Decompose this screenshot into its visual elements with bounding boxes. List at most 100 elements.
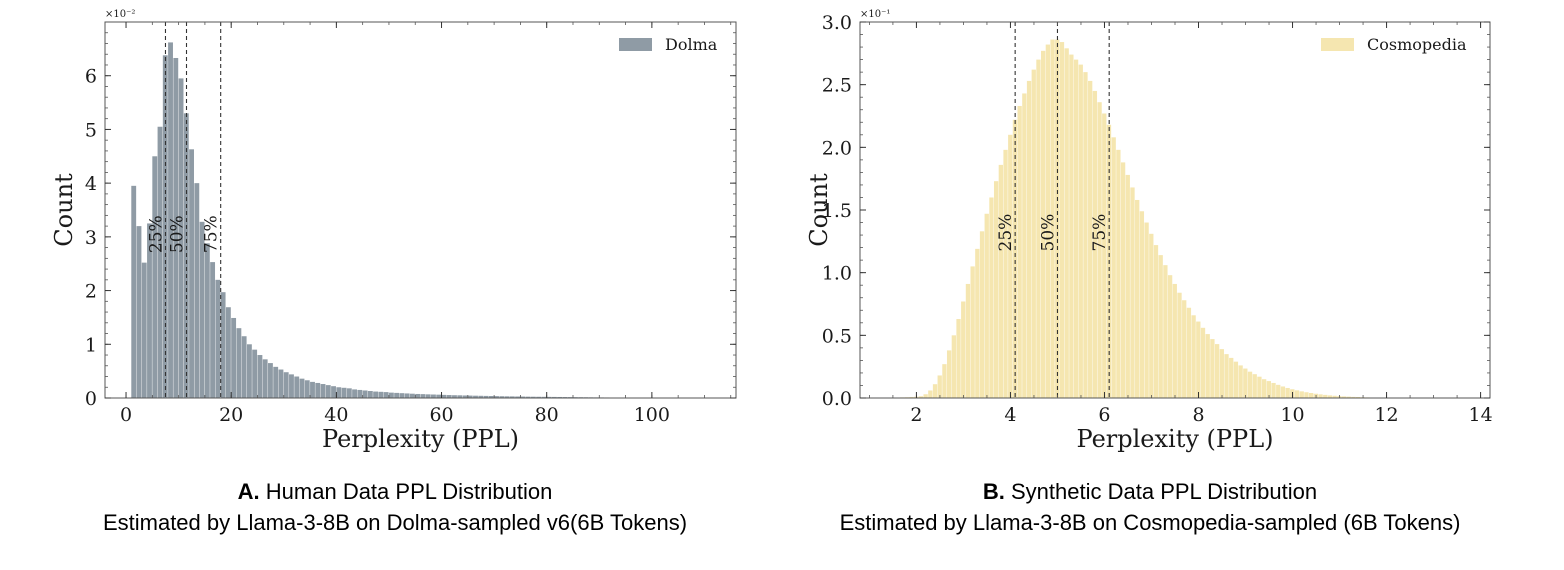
histogram-bar — [483, 395, 489, 398]
histogram-bar — [220, 292, 226, 398]
histogram-bar — [1083, 72, 1088, 398]
histogram-bar — [1332, 395, 1337, 398]
histogram-bar — [357, 389, 363, 398]
histogram-bar — [1167, 275, 1173, 398]
histogram-bar — [1271, 382, 1276, 398]
histogram-bar — [998, 164, 1003, 398]
histogram-bar — [1327, 395, 1333, 398]
histogram-bar — [923, 394, 928, 398]
histogram-bar — [1116, 149, 1121, 398]
histogram-bar — [315, 382, 321, 398]
histogram-bar — [325, 385, 331, 398]
histogram-bar — [404, 393, 410, 398]
histogram-bar — [331, 386, 336, 398]
histogram-bar — [970, 266, 975, 398]
histogram-bar — [178, 78, 184, 399]
caption-a-letter: A. — [237, 479, 260, 504]
histogram-bar — [1196, 321, 1201, 398]
caption-b-title-text: Synthetic Data PPL Distribution — [1011, 479, 1318, 504]
x-tick-label: 14 — [1469, 404, 1493, 426]
legend-swatch — [1321, 38, 1354, 51]
histogram-bar — [457, 395, 463, 398]
histogram-bar — [546, 396, 552, 398]
histogram-bar — [956, 319, 961, 398]
y-tick-label: 4 — [85, 173, 97, 195]
histogram-bar — [268, 363, 273, 398]
histogram-bar — [136, 226, 142, 398]
histogram-bar — [1214, 344, 1220, 398]
histogram-bar — [210, 262, 216, 398]
histogram-bar — [499, 396, 505, 398]
chart-b: 25% 50% 75% 2 4 6 8 10 12 14 0.0 0.5 1.0 1.5 2.0 2.5 3… — [805, 9, 1493, 453]
histogram-bar — [1069, 54, 1074, 398]
x-tick-label: 6 — [1098, 404, 1110, 426]
histogram-bar — [1229, 357, 1234, 398]
histogram-bar — [1031, 69, 1036, 399]
histogram-bar — [1205, 334, 1210, 398]
histogram-bar — [989, 197, 994, 398]
histogram-bar — [1233, 361, 1239, 398]
histogram-bar — [942, 364, 947, 398]
y-tick-label: 3 — [85, 227, 97, 249]
histogram-bar — [961, 301, 966, 398]
histogram-bar — [520, 396, 526, 398]
histogram-bar — [1308, 392, 1314, 398]
histogram-bar — [1177, 292, 1182, 398]
y-tick-label: 0.0 — [822, 388, 852, 410]
histogram-bar — [388, 392, 394, 398]
histogram-bar — [1224, 354, 1229, 398]
histogram-bar — [1059, 42, 1065, 398]
histogram-bar — [1210, 339, 1215, 398]
histogram-bar — [383, 392, 389, 398]
caption-a-subtitle: Estimated by Llama-3-8B on Dolma-sampled… — [102, 510, 688, 535]
y-tick-label: 1 — [85, 334, 97, 356]
histogram-bar — [283, 372, 289, 398]
histogram-bar — [141, 262, 147, 398]
histogram-bar — [1125, 174, 1130, 398]
chart-a: 25% 50% 75% 0 20 40 60 80 100 0 1 2 3 4 5 6 ×10⁻² Per… — [50, 9, 737, 453]
histogram-bar — [1257, 376, 1262, 398]
histogram-bar — [215, 279, 221, 398]
caption-b-letter: B. — [982, 479, 1005, 504]
histogram-bar — [1064, 48, 1069, 398]
y-axis-title: Count — [50, 173, 78, 247]
histogram-bar — [1092, 90, 1098, 398]
histogram-bar — [1299, 391, 1304, 398]
histogram-bar — [1036, 59, 1041, 398]
histogram-bar — [1163, 265, 1168, 398]
histogram-bar — [525, 396, 531, 398]
histogram-bar — [1276, 384, 1281, 398]
histogram-bar — [409, 393, 415, 398]
histogram-bar — [157, 126, 163, 398]
histogram-bar — [909, 396, 914, 398]
histogram-bar — [362, 390, 368, 398]
histogram-bar — [320, 384, 326, 398]
histogram-bar — [336, 387, 342, 398]
histogram-bar — [147, 223, 152, 398]
histogram-bar — [310, 381, 315, 398]
x-tick-label: 20 — [219, 404, 243, 426]
histogram-bar — [1172, 283, 1177, 398]
histogram-bar — [425, 394, 431, 398]
histogram-bar — [1144, 222, 1149, 398]
histogram-bar — [509, 396, 515, 398]
y-tick-label: 2.0 — [822, 137, 852, 159]
x-tick-label: 2 — [910, 404, 922, 426]
histogram-bar — [131, 185, 137, 398]
histogram-bar — [431, 394, 436, 398]
histogram-bar — [1050, 39, 1055, 399]
histogram-bar — [373, 391, 379, 398]
y-tick-label: 2.5 — [822, 75, 852, 97]
histogram-bar — [1120, 162, 1126, 398]
histogram-bar — [152, 156, 158, 398]
histogram-bar — [1158, 255, 1163, 398]
histogram-bar — [189, 149, 194, 398]
x-axis-title: Perplexity (PPL) — [1077, 425, 1274, 453]
histogram-bar — [536, 396, 542, 398]
legend-label: Cosmopedia — [1367, 35, 1467, 54]
histogram-bar — [304, 380, 310, 398]
y-scale-label: ×10⁻¹ — [860, 9, 890, 20]
histogram-bar — [467, 395, 473, 398]
histogram-bar — [557, 396, 563, 398]
histogram-bar — [946, 350, 952, 398]
